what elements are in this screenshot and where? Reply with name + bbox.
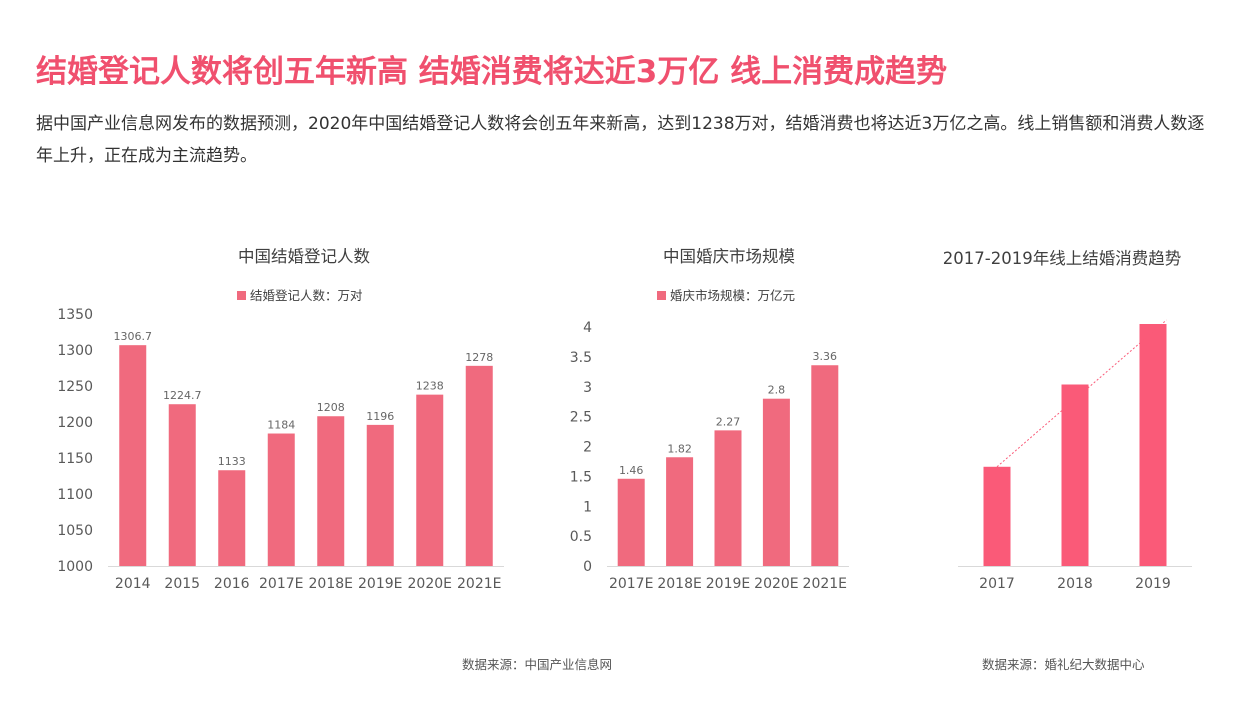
x-tick-label: 2016 <box>214 576 250 592</box>
data-label: 1184 <box>267 419 295 432</box>
data-label: 2.8 <box>768 384 786 397</box>
y-tick-label: 1300 <box>57 343 93 359</box>
bar <box>366 424 394 566</box>
x-tick-label: 2019E <box>358 576 402 592</box>
source-note-left: 数据来源：中国产业信息网 <box>462 657 613 672</box>
legend-label: 婚庆市场规模：万亿元 <box>670 288 795 303</box>
bar <box>267 433 295 566</box>
data-label: 2.27 <box>716 415 741 428</box>
x-tick-label: 2014 <box>115 576 151 592</box>
data-label: 1224.7 <box>163 389 202 402</box>
y-tick-label: 1 <box>583 499 592 515</box>
bar <box>666 457 694 566</box>
y-tick-label: 1150 <box>57 451 93 467</box>
data-label: 1306.7 <box>114 330 153 343</box>
online-consumption-chart: 2017-2019年线上结婚消费趋势 2017 2018 2019 <box>932 232 1222 602</box>
x-tick-label: 2017E <box>609 576 653 592</box>
marriage-registrations-chart: 中国结婚登记人数结婚登记人数：万对 1000 1050 1100 1150 1200 125… <box>52 232 512 602</box>
online-consumption-chart-svg: 2017-2019年线上结婚消费趋势 2017 2018 2019 <box>943 249 1192 592</box>
bar <box>317 416 345 566</box>
chart-title: 中国结婚登记人数 <box>238 247 371 266</box>
y-tick-label: 0.5 <box>570 529 592 545</box>
bar <box>714 430 742 566</box>
x-tick-label: 2017E <box>259 576 303 592</box>
x-tick-label: 2018E <box>309 576 353 592</box>
bar <box>119 345 147 566</box>
x-tick-label: 2020E <box>754 576 798 592</box>
source-note-right: 数据来源：婚礼纪大数据中心 <box>982 657 1145 672</box>
y-tick-label: 0 <box>583 559 592 575</box>
bar <box>617 478 645 566</box>
data-label: 3.36 <box>813 350 838 363</box>
y-tick-label: 2 <box>583 440 592 456</box>
trend-line <box>996 319 1167 468</box>
y-tick-label: 1250 <box>57 379 93 395</box>
data-label: 1.46 <box>619 464 644 477</box>
x-tick-label: 2021E <box>457 576 501 592</box>
x-tick-label: 2019E <box>706 576 750 592</box>
bar <box>416 394 444 566</box>
data-label: 1196 <box>366 410 394 423</box>
x-tick-label: 2021E <box>803 576 847 592</box>
legend-swatch <box>237 291 246 300</box>
y-tick-label: 3.5 <box>570 350 592 366</box>
bar <box>218 470 246 566</box>
x-tick-label: 2018 <box>1057 576 1093 592</box>
wedding-market-chart: 中国婚庆市场规模婚庆市场规模：万亿元 0 0.5 1 1.5 2 2.5 3 3.5 4 1.46 2… <box>556 232 856 602</box>
bar <box>1061 384 1089 566</box>
data-label: 1.82 <box>667 442 692 455</box>
data-label: 1208 <box>317 401 345 414</box>
chart-title: 2017-2019年线上结婚消费趋势 <box>943 249 1181 268</box>
x-tick-label: 2018E <box>657 576 701 592</box>
data-label: 1278 <box>465 351 493 364</box>
y-tick-label: 1000 <box>57 559 93 575</box>
legend-label: 结婚登记人数：万对 <box>250 288 363 303</box>
page-title: 结婚登记人数将创五年新高 结婚消费将达近3万亿 线上消费成趋势 <box>36 54 948 90</box>
y-tick-label: 2.5 <box>570 410 592 426</box>
y-tick-label: 1200 <box>57 415 93 431</box>
bar <box>762 398 790 566</box>
bar <box>168 404 196 566</box>
data-label: 1238 <box>416 380 444 393</box>
legend-swatch <box>657 291 666 300</box>
bar <box>465 365 493 566</box>
x-tick-label: 2015 <box>164 576 200 592</box>
chart-title: 中国婚庆市场规模 <box>663 247 795 266</box>
y-tick-label: 3 <box>583 380 592 396</box>
y-tick-label: 1.5 <box>570 469 592 485</box>
bar <box>983 466 1011 566</box>
y-tick-label: 1350 <box>57 307 93 323</box>
bar <box>1139 324 1167 566</box>
x-tick-label: 2019 <box>1135 576 1171 592</box>
x-tick-label: 2017 <box>979 576 1015 592</box>
data-label: 1133 <box>218 455 246 468</box>
intro-paragraph: 据中国产业信息网发布的数据预测，2020年中国结婚登记人数将会创五年来新高，达到… <box>36 114 1205 166</box>
x-tick-label: 2020E <box>408 576 452 592</box>
y-tick-label: 1100 <box>57 487 93 503</box>
y-tick-label: 1050 <box>57 523 93 539</box>
y-tick-label: 4 <box>583 320 592 336</box>
bar <box>811 365 839 566</box>
